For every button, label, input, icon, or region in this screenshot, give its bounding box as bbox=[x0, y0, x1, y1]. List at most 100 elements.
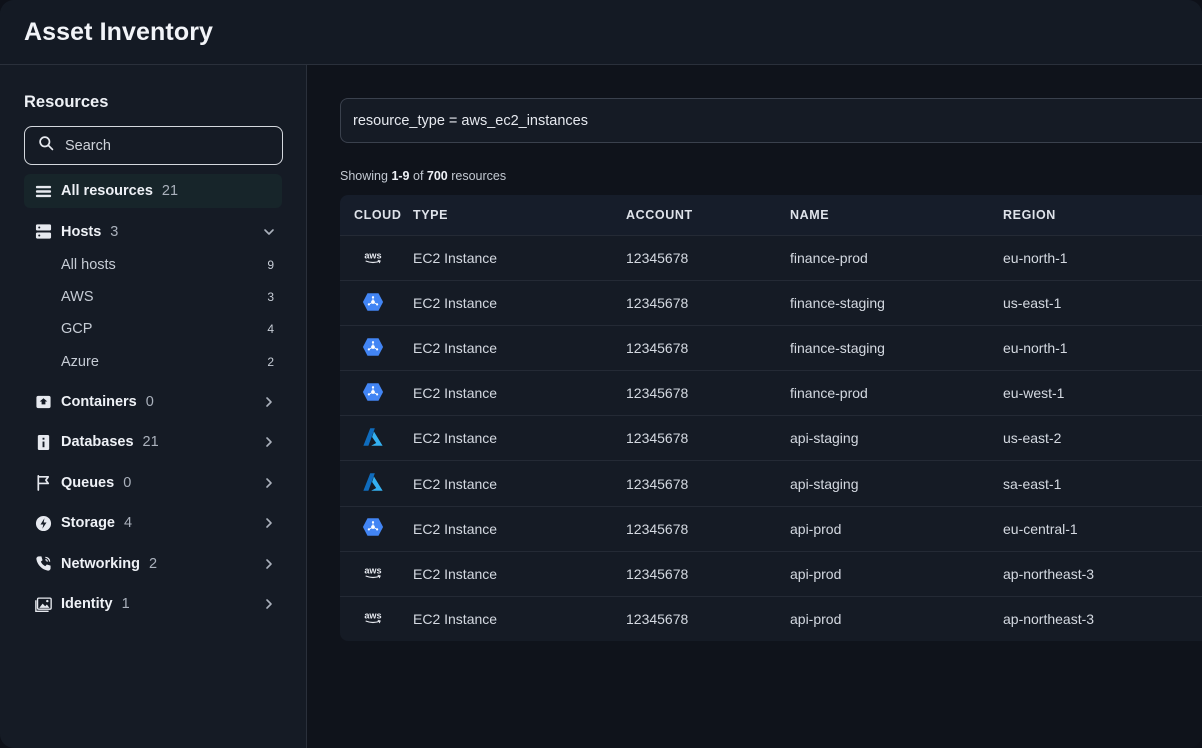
cell-name: finance-prod bbox=[790, 250, 868, 267]
table-row[interactable]: EC2 Instance 12345678 finance-staging us-ea… bbox=[340, 280, 1202, 326]
query-bar[interactable] bbox=[340, 98, 1202, 143]
column-header-region[interactable]: REGION bbox=[1003, 208, 1056, 222]
database-icon bbox=[34, 433, 52, 451]
search-input[interactable] bbox=[65, 137, 265, 154]
sidebar-subitem-gcp[interactable]: GCP 4 bbox=[24, 313, 282, 345]
cell-cloud: aws bbox=[340, 606, 413, 631]
sidebar-item-queues[interactable]: Queues 0 bbox=[24, 466, 282, 500]
chevron-right-icon[interactable] bbox=[262, 435, 276, 449]
cell-cloud bbox=[340, 291, 413, 316]
svg-text:aws: aws bbox=[364, 250, 381, 260]
table-row[interactable]: aws EC2 Instance 12345678 api-prod ap-northe… bbox=[340, 595, 1202, 641]
sidebar-item-count: 3 bbox=[110, 223, 119, 240]
cell-cloud bbox=[340, 471, 413, 496]
table-body: aws EC2 Instance 12345678 finance-prod eu-no… bbox=[340, 235, 1202, 641]
cell-name: finance-prod bbox=[790, 385, 868, 402]
column-header-type[interactable]: TYPE bbox=[413, 208, 449, 222]
results-suffix: resources bbox=[447, 169, 507, 183]
results-of: of bbox=[409, 169, 427, 183]
sidebar-subitem-count: 3 bbox=[267, 290, 274, 305]
gcp-logo-icon bbox=[362, 336, 384, 361]
table-row[interactable]: EC2 Instance 12345678 finance-staging eu-no… bbox=[340, 325, 1202, 371]
sidebar-item-label: Containers bbox=[61, 393, 137, 410]
table-header: CLOUD TYPE ACCOUNT NAME REGION bbox=[340, 195, 1202, 235]
sidebar-subitem-aws[interactable]: AWS 3 bbox=[24, 281, 282, 313]
table-row[interactable]: EC2 Instance 12345678 api-staging us-east-2 bbox=[340, 415, 1202, 461]
chevron-right-icon[interactable] bbox=[262, 516, 276, 530]
flag-icon bbox=[34, 474, 52, 492]
cell-name: finance-staging bbox=[790, 295, 885, 312]
cell-region: us-east-2 bbox=[1003, 430, 1062, 447]
sidebar-item-label: Storage bbox=[61, 515, 115, 532]
chevron-right-icon[interactable] bbox=[262, 597, 276, 611]
sidebar-subitem-azure[interactable]: Azure 2 bbox=[24, 346, 282, 378]
column-header-cloud[interactable]: CLOUD bbox=[354, 208, 402, 222]
sidebar-item-all-resources[interactable]: All resources 21 bbox=[24, 174, 282, 208]
results-summary: Showing 1-9 of 700 resources bbox=[340, 169, 506, 183]
main-panel: Showing 1-9 of 700 resources CLOUD TYPE … bbox=[307, 65, 1202, 748]
aws-logo-icon: aws bbox=[362, 246, 384, 271]
cell-region: ap-northeast-3 bbox=[1003, 610, 1095, 627]
cell-account: 12345678 bbox=[626, 250, 689, 267]
column-header-name[interactable]: NAME bbox=[790, 208, 830, 222]
chevron-right-icon[interactable] bbox=[262, 476, 276, 490]
sidebar-subitem-label: All hosts bbox=[61, 256, 116, 273]
aws-logo-icon: aws bbox=[362, 606, 384, 631]
cell-account: 12345678 bbox=[626, 610, 689, 627]
phone-icon bbox=[34, 555, 52, 573]
cell-region: eu-north-1 bbox=[1003, 250, 1068, 267]
sidebar-item-networking[interactable]: Networking 2 bbox=[24, 547, 282, 581]
resources-table: CLOUD TYPE ACCOUNT NAME REGION aws EC2 In… bbox=[340, 195, 1202, 641]
cell-region: eu-west-1 bbox=[1003, 385, 1065, 402]
table-row[interactable]: aws EC2 Instance 12345678 finance-prod eu-no… bbox=[340, 235, 1202, 281]
chevron-down-icon[interactable] bbox=[262, 225, 276, 239]
table-row[interactable]: EC2 Instance 12345678 finance-prod eu-west-… bbox=[340, 370, 1202, 416]
cell-name: finance-staging bbox=[790, 340, 885, 357]
cell-region: sa-east-1 bbox=[1003, 475, 1062, 492]
sidebar-item-storage[interactable]: Storage 4 bbox=[24, 506, 282, 540]
query-input[interactable] bbox=[353, 112, 1153, 129]
cell-name: api-prod bbox=[790, 610, 842, 627]
cell-region: eu-central-1 bbox=[1003, 520, 1078, 537]
azure-logo-icon bbox=[362, 426, 384, 451]
column-header-account[interactable]: ACCOUNT bbox=[626, 208, 693, 222]
resource-nav: All resources 21 Hosts 3 All hosts 9 AWS 3 GCP 4 A… bbox=[24, 174, 282, 621]
sidebar-subitem-count: 4 bbox=[267, 322, 274, 337]
cell-cloud bbox=[340, 336, 413, 361]
sidebar-item-count: 1 bbox=[121, 596, 130, 613]
gcp-logo-icon bbox=[362, 291, 384, 316]
table-row[interactable]: aws EC2 Instance 12345678 api-prod ap-northe… bbox=[340, 550, 1202, 596]
cell-type: EC2 Instance bbox=[413, 520, 498, 537]
results-range: 1-9 bbox=[391, 169, 410, 183]
table-row[interactable]: EC2 Instance 12345678 api-staging sa-east-1 bbox=[340, 460, 1202, 506]
sidebar-item-label: Databases bbox=[61, 434, 134, 451]
sidebar-item-identity[interactable]: Identity 1 bbox=[24, 587, 282, 621]
sidebar-item-containers[interactable]: Containers 0 bbox=[24, 385, 282, 419]
sidebar-item-databases[interactable]: Databases 21 bbox=[24, 425, 282, 459]
table-row[interactable]: EC2 Instance 12345678 api-prod eu-central-1 bbox=[340, 505, 1202, 551]
server-icon bbox=[34, 223, 52, 241]
cell-account: 12345678 bbox=[626, 520, 689, 537]
chevron-right-icon[interactable] bbox=[262, 395, 276, 409]
sidebar-search[interactable] bbox=[24, 126, 283, 165]
chevron-right-icon[interactable] bbox=[262, 557, 276, 571]
gcp-logo-icon bbox=[362, 516, 384, 541]
sidebar-heading: Resources bbox=[24, 93, 109, 111]
cell-cloud bbox=[340, 381, 413, 406]
sidebar-subitem-all-hosts[interactable]: All hosts 9 bbox=[24, 249, 282, 281]
aws-logo-icon: aws bbox=[362, 561, 384, 586]
sidebar-item-count: 21 bbox=[142, 434, 159, 451]
cell-region: us-east-1 bbox=[1003, 295, 1062, 312]
cell-region: eu-north-1 bbox=[1003, 340, 1068, 357]
sidebar-subitem-count: 2 bbox=[267, 354, 274, 369]
sidebar-item-count: 21 bbox=[161, 183, 179, 199]
cell-type: EC2 Instance bbox=[413, 295, 498, 312]
cell-type: EC2 Instance bbox=[413, 430, 498, 447]
container-icon bbox=[34, 393, 52, 411]
sidebar-item-hosts[interactable]: Hosts 3 bbox=[24, 215, 282, 249]
sidebar-item-label: Queues bbox=[61, 474, 115, 491]
cell-cloud: aws bbox=[340, 561, 413, 586]
results-total: 700 bbox=[426, 169, 448, 183]
cell-cloud bbox=[340, 426, 413, 451]
